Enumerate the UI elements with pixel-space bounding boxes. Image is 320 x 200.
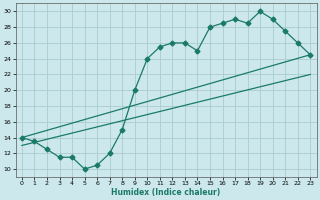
X-axis label: Humidex (Indice chaleur): Humidex (Indice chaleur)	[111, 188, 221, 197]
